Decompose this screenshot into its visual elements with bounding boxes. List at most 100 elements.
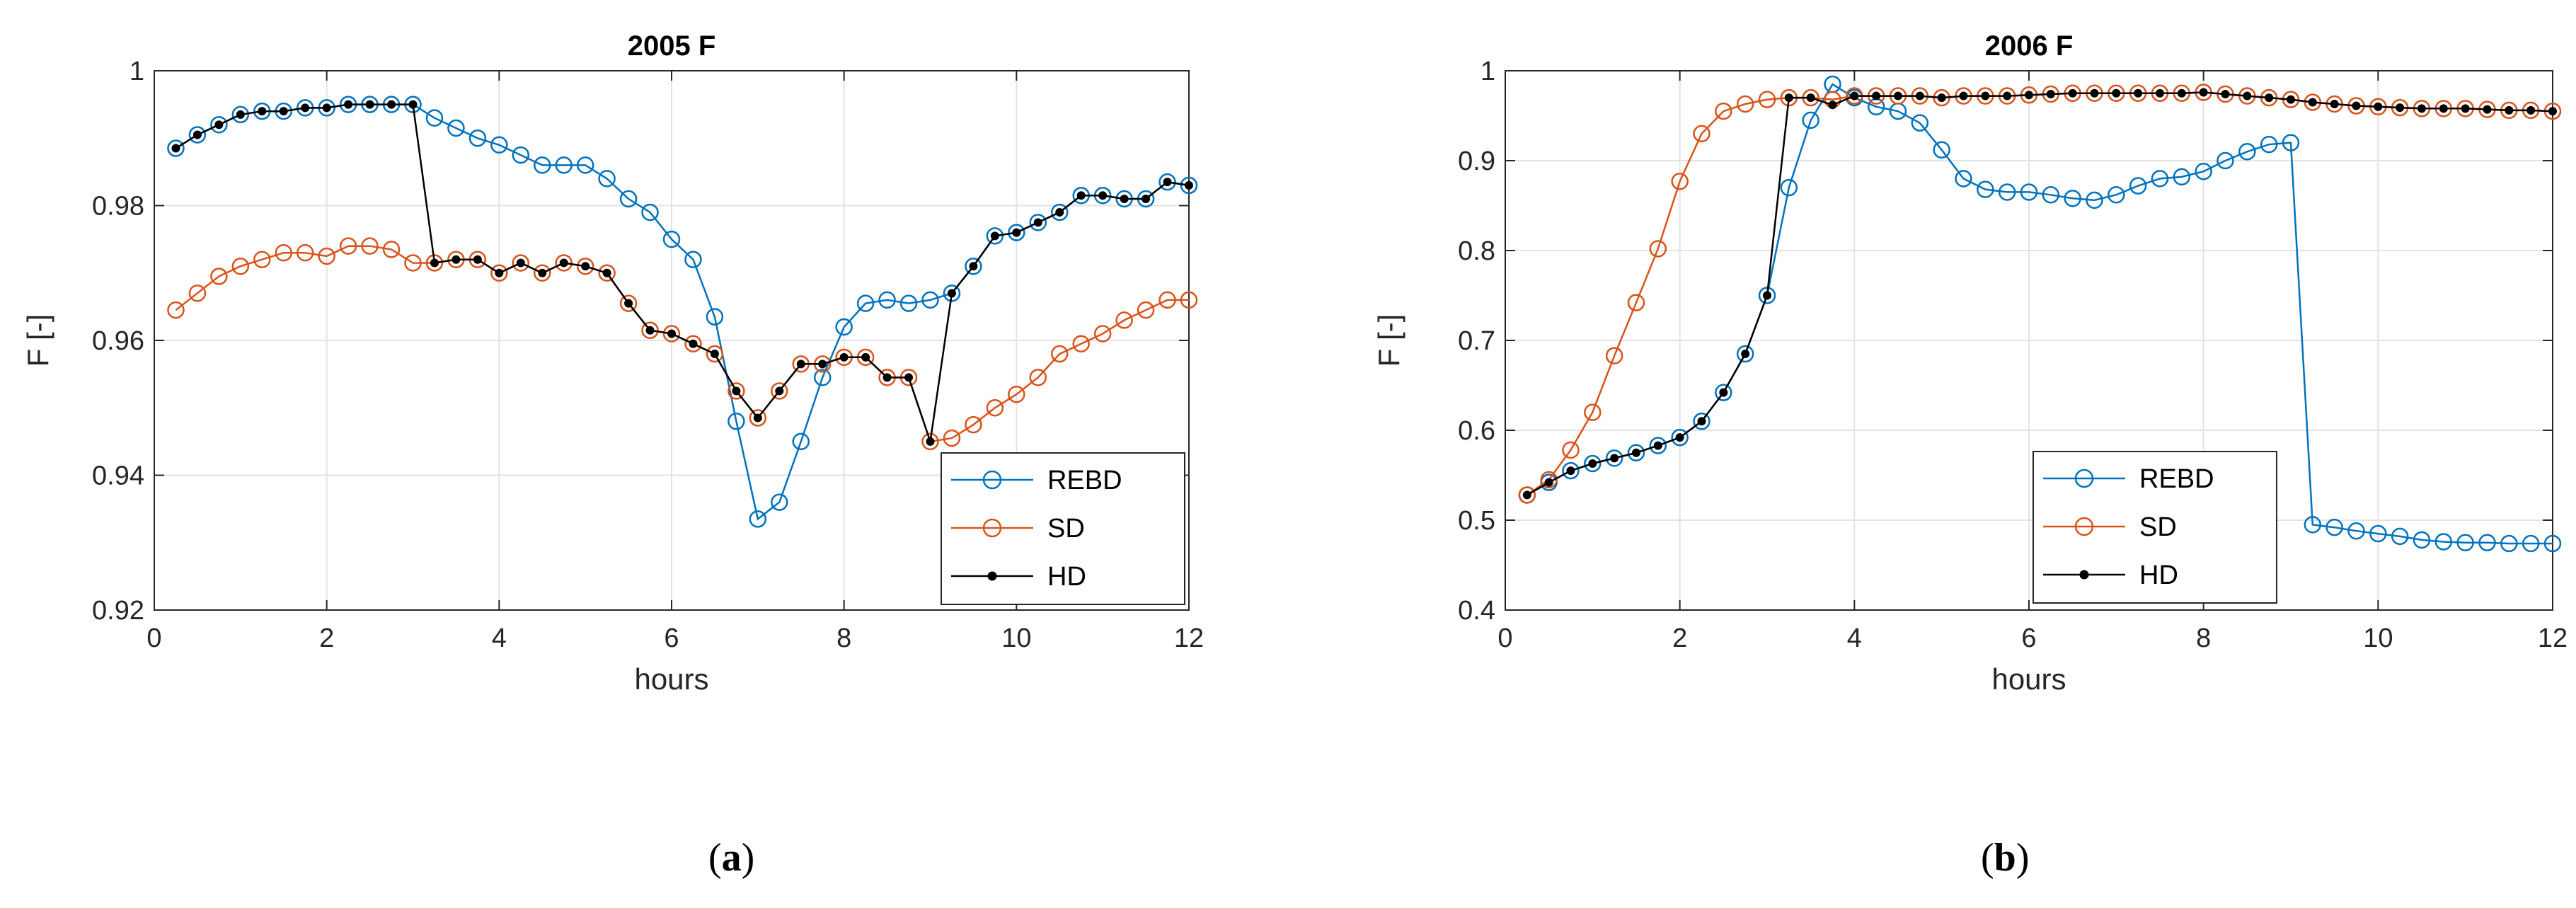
series-rebd-point [1998, 183, 2016, 201]
series-rebd-point [749, 510, 767, 528]
series-hd-point [2352, 101, 2361, 110]
series-rebd-point [2151, 170, 2169, 188]
series-sd-point [598, 264, 616, 282]
series-rebd-point [2260, 135, 2278, 154]
series-hd [171, 100, 1193, 446]
series-hd-point [581, 262, 590, 271]
series-hd-point [2156, 88, 2164, 98]
series-hd-point [1763, 291, 1771, 300]
panel-label-b: (b) [1981, 836, 2030, 880]
series-sd-point [1093, 325, 1112, 343]
series-sd-point [728, 382, 745, 400]
x-tick-label: 4 [492, 623, 507, 653]
series-rebd-point [878, 291, 896, 309]
series-rebd-point [792, 432, 810, 451]
series-hd-point [387, 100, 396, 109]
series-hd-point [452, 255, 461, 264]
series-sd-point [404, 254, 422, 272]
series-hd-point [602, 268, 611, 277]
series-rebd-point [856, 294, 875, 312]
legend-entry-hd-marker [2079, 570, 2089, 580]
series-hd-point [322, 103, 331, 113]
series-hd-point [365, 100, 374, 109]
series-hd-point [1163, 178, 1172, 187]
series-hd-point [990, 231, 999, 241]
series-hd-point [171, 144, 180, 153]
series-sd-point [1540, 471, 1558, 489]
series-hd-point [2330, 99, 2339, 108]
series-sd-point [1671, 172, 1689, 190]
series-rebd-point [899, 294, 918, 312]
series-rebd-point [921, 291, 939, 309]
series-rebd-point [2064, 190, 2081, 207]
chart-title: 2006 F [1985, 30, 2074, 62]
y-tick-label: 0.94 [92, 461, 144, 491]
series-hd-point [645, 326, 655, 335]
series-rebd-point [2325, 518, 2343, 536]
series-sd-point [1605, 347, 1623, 364]
series-rebd-point [943, 285, 961, 302]
series-hd-point [2046, 90, 2055, 99]
series-hd-point [796, 360, 805, 369]
x-tick-label: 2 [1672, 623, 1687, 653]
series-rebd-point [2086, 191, 2103, 209]
series-hd-point [236, 110, 245, 119]
series-rebd-point [641, 203, 659, 222]
series-hd-point [1806, 93, 1815, 103]
series-hd-point [516, 258, 525, 268]
series-rebd-point [1584, 454, 1602, 473]
series-sd-point [1627, 294, 1645, 311]
series-rebd-point [1736, 345, 1754, 363]
series-rebd-point [2173, 168, 2191, 186]
series-hd-point [1055, 208, 1064, 217]
series-rebd-point [2391, 527, 2409, 546]
series-rebd-point [1693, 413, 1710, 430]
series-rebd-point [684, 251, 702, 268]
series-rebd-point [835, 318, 853, 336]
series-rebd-point [771, 493, 788, 511]
series-sd-point [965, 415, 982, 434]
legend: REBD SD HD [2032, 451, 2277, 604]
series-sd-point [1158, 291, 1176, 309]
series-hd-point [1959, 91, 1968, 100]
series-rebd-point [2478, 534, 2496, 551]
series-hd-point [2396, 103, 2405, 113]
x-tick-label: 6 [664, 623, 679, 653]
series-rebd-point [188, 126, 207, 144]
series-sd-point [1693, 125, 1710, 143]
series-sd-point [1584, 403, 1602, 421]
x-tick-label: 10 [2363, 623, 2393, 653]
series-hd-point [1632, 448, 1640, 457]
series-hd-point [559, 258, 568, 268]
series-rebd-point [231, 105, 250, 124]
series-rebd-point [167, 139, 185, 157]
series-sd-point [771, 382, 788, 400]
series-sd-point [490, 264, 508, 282]
y-tick-label: 0.7 [1458, 326, 1495, 356]
series-hd-point [1610, 454, 1619, 463]
series-hd-point [1697, 417, 1706, 426]
series-rebd-point [2369, 524, 2387, 543]
series-rebd-point [2522, 534, 2540, 553]
series-sd-point [1137, 301, 1155, 319]
series-rebd-point [1802, 111, 1819, 130]
y-tick-label: 0.96 [92, 326, 144, 356]
series-rebd-point [1671, 428, 1689, 447]
series-hd-point [2461, 104, 2470, 113]
series-hd-point [732, 386, 741, 396]
series-hd-point [1544, 478, 1553, 487]
series-rebd-point [965, 257, 982, 275]
y-tick-label: 0.6 [1458, 416, 1495, 446]
y-tick-label: 1 [1480, 57, 1495, 86]
series-rebd-point [447, 119, 465, 137]
x-tick-label: 8 [836, 623, 851, 653]
series-rebd-point [1911, 114, 1929, 132]
series-hd-point [473, 255, 482, 264]
series-rebd-point [1158, 173, 1176, 191]
series-rebd-point [534, 156, 551, 174]
series-hd-point [1012, 228, 1021, 237]
series-hd-point [904, 373, 914, 382]
series-sd-point [339, 237, 357, 255]
series-rebd-point [2195, 162, 2212, 180]
